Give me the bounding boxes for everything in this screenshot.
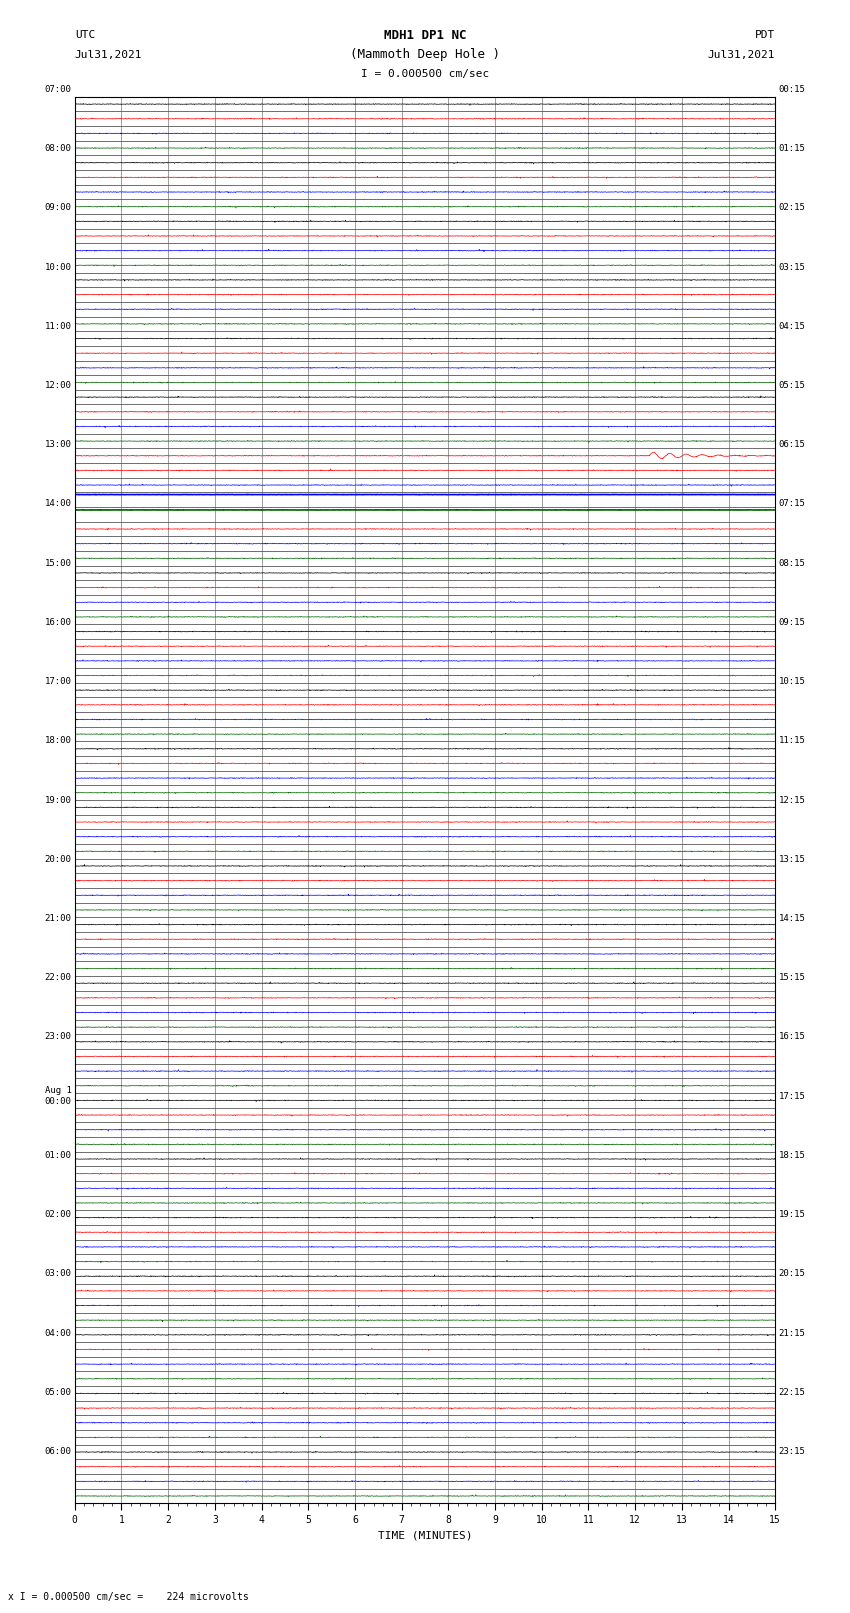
Text: 14:15: 14:15 [779,915,806,923]
Text: 23:15: 23:15 [779,1447,806,1457]
Text: 21:15: 21:15 [779,1329,806,1337]
Text: 03:15: 03:15 [779,263,806,271]
Text: 02:15: 02:15 [779,203,806,213]
Text: 12:00: 12:00 [44,381,71,390]
Text: (Mammoth Deep Hole ): (Mammoth Deep Hole ) [350,48,500,61]
Text: 20:15: 20:15 [779,1269,806,1279]
Text: 16:00: 16:00 [44,618,71,627]
Text: 22:00: 22:00 [44,973,71,982]
Text: 13:00: 13:00 [44,440,71,448]
Text: 17:15: 17:15 [779,1092,806,1100]
Text: 05:15: 05:15 [779,381,806,390]
Text: 15:15: 15:15 [779,973,806,982]
Text: 04:15: 04:15 [779,321,806,331]
Text: 01:00: 01:00 [44,1152,71,1160]
Text: 09:00: 09:00 [44,203,71,213]
Text: UTC: UTC [75,31,95,40]
Text: 17:00: 17:00 [44,677,71,686]
Text: 08:00: 08:00 [44,144,71,153]
Text: 11:15: 11:15 [779,736,806,745]
Text: 14:00: 14:00 [44,500,71,508]
Text: Jul31,2021: Jul31,2021 [75,50,142,60]
Text: 13:15: 13:15 [779,855,806,865]
Text: 06:00: 06:00 [44,1447,71,1457]
Text: x I = 0.000500 cm/sec =    224 microvolts: x I = 0.000500 cm/sec = 224 microvolts [8,1592,249,1602]
Text: 22:15: 22:15 [779,1387,806,1397]
Text: 06:15: 06:15 [779,440,806,448]
Text: Aug 1
00:00: Aug 1 00:00 [44,1087,71,1107]
Text: 10:15: 10:15 [779,677,806,686]
Text: 18:15: 18:15 [779,1152,806,1160]
Text: 11:00: 11:00 [44,321,71,331]
Text: 04:00: 04:00 [44,1329,71,1337]
Text: 21:00: 21:00 [44,915,71,923]
Text: 10:00: 10:00 [44,263,71,271]
Text: 23:00: 23:00 [44,1032,71,1042]
Text: 08:15: 08:15 [779,558,806,568]
Text: Jul31,2021: Jul31,2021 [708,50,775,60]
Text: 01:15: 01:15 [779,144,806,153]
Text: 18:00: 18:00 [44,736,71,745]
Text: 00:15: 00:15 [779,85,806,94]
Text: 07:15: 07:15 [779,500,806,508]
Text: 19:15: 19:15 [779,1210,806,1219]
Text: 09:15: 09:15 [779,618,806,627]
Text: 07:00: 07:00 [44,85,71,94]
Text: 02:00: 02:00 [44,1210,71,1219]
Text: 16:15: 16:15 [779,1032,806,1042]
Text: 05:00: 05:00 [44,1387,71,1397]
Text: MDH1 DP1 NC: MDH1 DP1 NC [383,29,467,42]
X-axis label: TIME (MINUTES): TIME (MINUTES) [377,1531,473,1540]
Text: 03:00: 03:00 [44,1269,71,1279]
Text: 15:00: 15:00 [44,558,71,568]
Text: 19:00: 19:00 [44,795,71,805]
Text: 20:00: 20:00 [44,855,71,865]
Text: PDT: PDT [755,31,775,40]
Text: 12:15: 12:15 [779,795,806,805]
Text: I = 0.000500 cm/sec: I = 0.000500 cm/sec [361,69,489,79]
